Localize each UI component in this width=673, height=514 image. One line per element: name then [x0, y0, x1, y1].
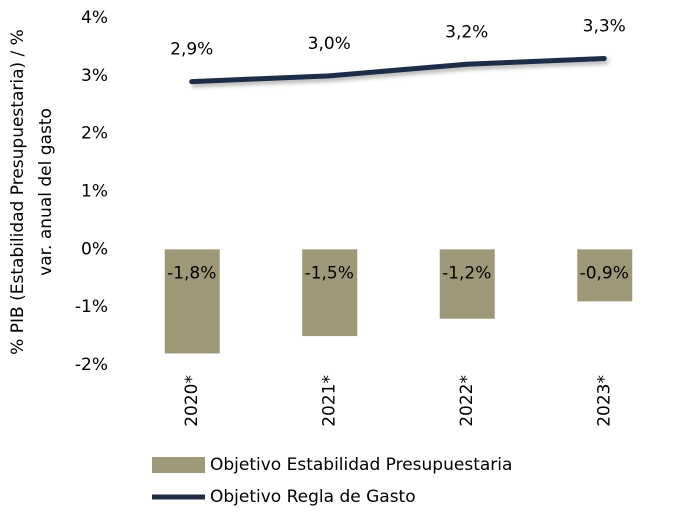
bar [439, 249, 495, 319]
bar [164, 249, 220, 354]
data-label: 3,0% [308, 34, 351, 54]
data-label: 3,2% [445, 22, 488, 42]
x-tick-label: 2021* [319, 375, 339, 427]
x-tick-label: 2022* [457, 375, 477, 427]
legend-swatch [152, 457, 205, 473]
y-axis-title: var. anual del gasto [36, 108, 56, 276]
legend-label: Objetivo Regla de Gasto [210, 487, 416, 507]
y-tick-label: 3% [81, 66, 108, 86]
y-tick-label: 2% [81, 124, 108, 144]
y-tick-label: 4% [81, 8, 108, 28]
y-tick-label: -1% [75, 297, 108, 317]
x-tick-label: 2020* [182, 375, 202, 427]
x-tick-label: 2023* [594, 375, 614, 427]
data-label: -1,2% [442, 263, 491, 283]
y-tick-label: -2% [75, 355, 108, 375]
data-label: 2,9% [170, 40, 213, 60]
bar [577, 249, 633, 302]
y-tick-label: 0% [81, 239, 108, 259]
data-label: -0,9% [580, 263, 629, 283]
data-label: -1,5% [305, 263, 354, 283]
bar [302, 249, 358, 337]
data-label: 3,3% [583, 16, 626, 36]
y-tick-label: 1% [81, 182, 108, 202]
data-label: -1,8% [167, 263, 216, 283]
y-axis-title: % PIB (Estabilidad Presupuestaria) / % [8, 29, 28, 355]
legend-label: Objetivo Estabilidad Presupuestaria [210, 455, 512, 475]
line [189, 55, 607, 85]
